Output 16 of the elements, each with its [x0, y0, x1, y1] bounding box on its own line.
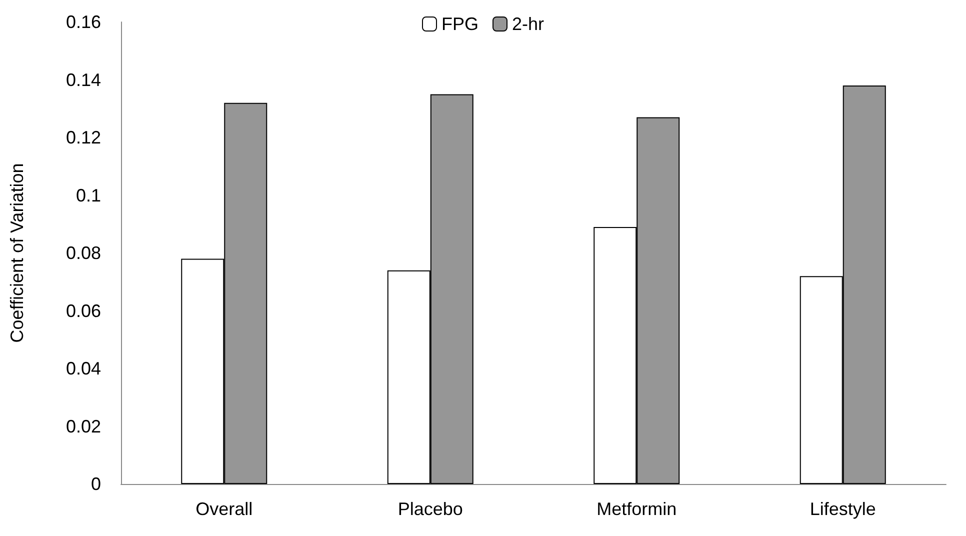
y-tick-label: 0	[90, 474, 101, 494]
y-tick-label: 0.08	[66, 243, 101, 263]
y-axis-title: Coefficient of Variation	[7, 163, 27, 343]
x-tick-label: Lifestyle	[810, 499, 876, 519]
y-tick-label: 0.14	[66, 70, 101, 90]
y-tick-label: 0.04	[66, 358, 101, 378]
legend-label: FPG	[441, 14, 479, 34]
x-tick-label: Metformin	[596, 499, 677, 519]
x-tick-label: Overall	[196, 499, 253, 519]
y-tick-label: 0.06	[66, 300, 101, 321]
y-tick-label: 0.02	[66, 416, 101, 436]
x-tick-label: Placebo	[398, 499, 463, 519]
y-tick-label: 0.16	[66, 12, 101, 32]
y-tick-label: 0.12	[66, 128, 101, 148]
y-tick-label: 0.1	[76, 185, 101, 206]
legend-label: 2-hr	[512, 14, 544, 34]
